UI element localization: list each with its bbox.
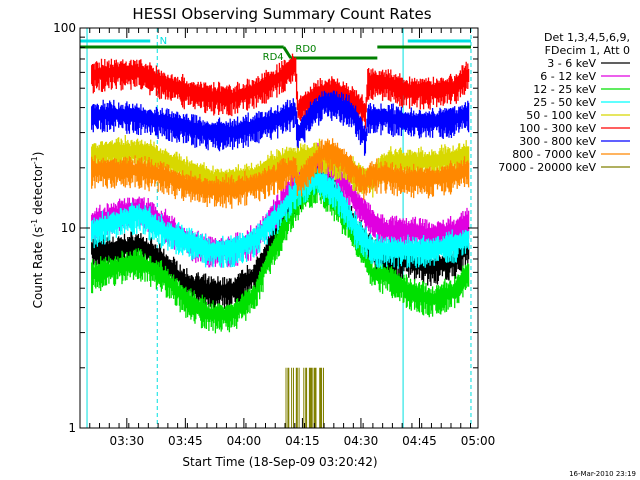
- x-tick-label: 03:45: [168, 434, 203, 448]
- plot-area: N RD4 RD0: [80, 28, 472, 428]
- legend-label: 25 - 50 keV: [533, 96, 596, 109]
- series-trace: [285, 367, 324, 428]
- annotation-n: N: [160, 36, 167, 47]
- legend-label: 800 - 7000 keV: [512, 148, 596, 161]
- status-bar-green-step: [282, 46, 292, 59]
- x-tick-label: 04:15: [285, 434, 320, 448]
- y-tick-label: 1: [68, 421, 76, 435]
- legend-label: 100 - 300 keV: [519, 122, 596, 135]
- series-6: [91, 90, 470, 156]
- axes: 1 10 100 03:30 03:45 04:00 04:15 04:30 04:45 05:0…: [53, 21, 495, 448]
- y-tick-label: 100: [53, 21, 76, 35]
- annotation-rd4: RD4: [263, 52, 284, 63]
- x-tick-label: 04:30: [344, 434, 379, 448]
- legend: Det 1,3,4,5,6,9, FDecim 1, Att 0 3 - 6 k…: [498, 31, 630, 174]
- chart-title: HESSI Observing Summary Count Rates: [132, 5, 431, 23]
- series-trace: [91, 138, 470, 209]
- annotation-rd0: RD0: [295, 44, 316, 55]
- legend-label: 6 - 12 keV: [540, 70, 596, 83]
- x-tick-label: 05:00: [461, 434, 496, 448]
- legend-label: 50 - 100 keV: [526, 109, 596, 122]
- legend-header-line-1: Det 1,3,4,5,6,9,: [544, 31, 630, 44]
- legend-label: 7000 - 20000 keV: [498, 161, 596, 174]
- series-trace: [91, 90, 470, 156]
- legend-label: 3 - 6 keV: [547, 57, 596, 70]
- legend-label: 300 - 800 keV: [519, 135, 596, 148]
- y-axis-label: Count Rate (s-1 detector-1): [30, 152, 45, 309]
- series-7: [91, 138, 470, 209]
- series-8: [285, 367, 324, 428]
- x-tick-label: 04:45: [402, 434, 437, 448]
- x-tick-label: 04:00: [227, 434, 262, 448]
- legend-header-line-2: FDecim 1, Att 0: [545, 44, 630, 57]
- footer-timestamp: 16-Mar-2010 23:19: [569, 470, 636, 478]
- x-tick-label: 03:30: [110, 434, 145, 448]
- legend-label: 12 - 25 keV: [533, 83, 596, 96]
- x-axis-label: Start Time (18-Sep-09 03:20:42): [182, 455, 377, 469]
- y-tick-label: 10: [61, 221, 76, 235]
